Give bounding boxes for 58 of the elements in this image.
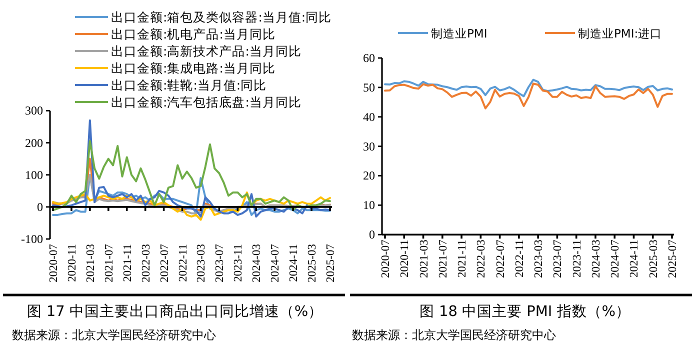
x-tick-label: 2025-03 — [648, 239, 660, 278]
line-series — [384, 82, 673, 110]
x-tick-label: 2022-03 — [476, 239, 488, 278]
x-tick-label: 2024-11 — [628, 239, 641, 278]
x-tick-label: 2025-03 — [306, 244, 319, 282]
legend-label: 制造业PMI:进口 — [578, 26, 662, 40]
legend-label: 制造业PMI — [431, 26, 488, 40]
x-tick-label: 2022-07 — [158, 244, 171, 282]
x-tick-label: 2020-07 — [380, 239, 392, 278]
y-tick-label: 300 — [25, 104, 43, 118]
x-tick-label: 2024-11 — [288, 244, 300, 282]
y-tick-label: 50 — [363, 80, 375, 94]
text: 图 18 中国主要 PMI 指数（%） — [419, 303, 631, 320]
y-tick-label: 10 — [363, 198, 375, 212]
x-tick-label: 2023-07 — [214, 244, 226, 282]
y-tick-label: 200 — [25, 136, 43, 150]
legend-label: 出口金额:高新技术产品:当月同比 — [111, 44, 302, 58]
legend-label: 出口金额:集成电路:当月同比 — [111, 60, 276, 76]
y-tick-label: 100 — [25, 168, 43, 182]
x-tick-label: 2021-07 — [103, 244, 116, 282]
x-tick-label: 2021-07 — [437, 239, 450, 278]
y-tick-label: 0 — [369, 228, 375, 242]
y-tick-label: 30 — [363, 139, 375, 154]
x-tick-label: 2025-07 — [325, 244, 337, 282]
x-tick-label: 2023-07 — [552, 239, 564, 278]
legend-label: 出口金额:机电产品:当月同比 — [111, 26, 276, 42]
text: 图 17 中国主要出口商品出口同比增速（%） — [26, 303, 324, 320]
x-tick-label: 2022-11 — [514, 239, 526, 278]
legend-label: 出口金额:鞋靴:当月值:同比 — [111, 78, 267, 92]
x-tick-label: 2024-03 — [251, 244, 264, 282]
x-tick-label: 2021-11 — [122, 244, 134, 282]
x-tick-label: 2025-07 — [667, 239, 679, 278]
x-tick-label: 2021-03 — [84, 244, 97, 282]
x-tick-label: 2021-11 — [456, 239, 469, 278]
source-note: 数据来源：北京大学国民经济研究中心 — [352, 328, 556, 342]
x-tick-label: 2023-03 — [196, 244, 208, 282]
x-tick-label: 2021-03 — [418, 239, 430, 278]
source-note: 数据来源：北京大学国民经济研究中心 — [12, 328, 216, 342]
y-tick-label: 60 — [363, 51, 375, 65]
x-tick-label: 2024-07 — [610, 239, 622, 278]
x-tick-label: 2023-03 — [533, 239, 546, 278]
line-series — [384, 78, 673, 98]
x-tick-label: 2024-03 — [590, 239, 602, 278]
legend-label: 出口金额:汽车包括底盘:当月同比 — [111, 94, 302, 110]
x-tick-label: 2022-11 — [177, 244, 190, 282]
y-tick-label: 20 — [363, 168, 375, 183]
y-tick-label: 40 — [363, 110, 375, 124]
x-tick-label: 2023-11 — [232, 244, 245, 282]
x-tick-label: 2020-11 — [66, 244, 78, 282]
x-tick-label: 2020-07 — [48, 244, 60, 282]
legend-label: 出口金额:箱包及类似容器:当月值:同比 — [111, 10, 332, 24]
x-tick-label: 2022-03 — [140, 244, 152, 282]
y-tick-label: -100 — [21, 232, 43, 246]
y-tick-label: 0 — [37, 200, 43, 214]
x-tick-label: 2023-11 — [571, 239, 584, 278]
x-tick-label: 2020-11 — [399, 239, 412, 278]
x-tick-label: 2022-07 — [494, 239, 507, 278]
x-tick-label: 2024-07 — [270, 244, 282, 282]
